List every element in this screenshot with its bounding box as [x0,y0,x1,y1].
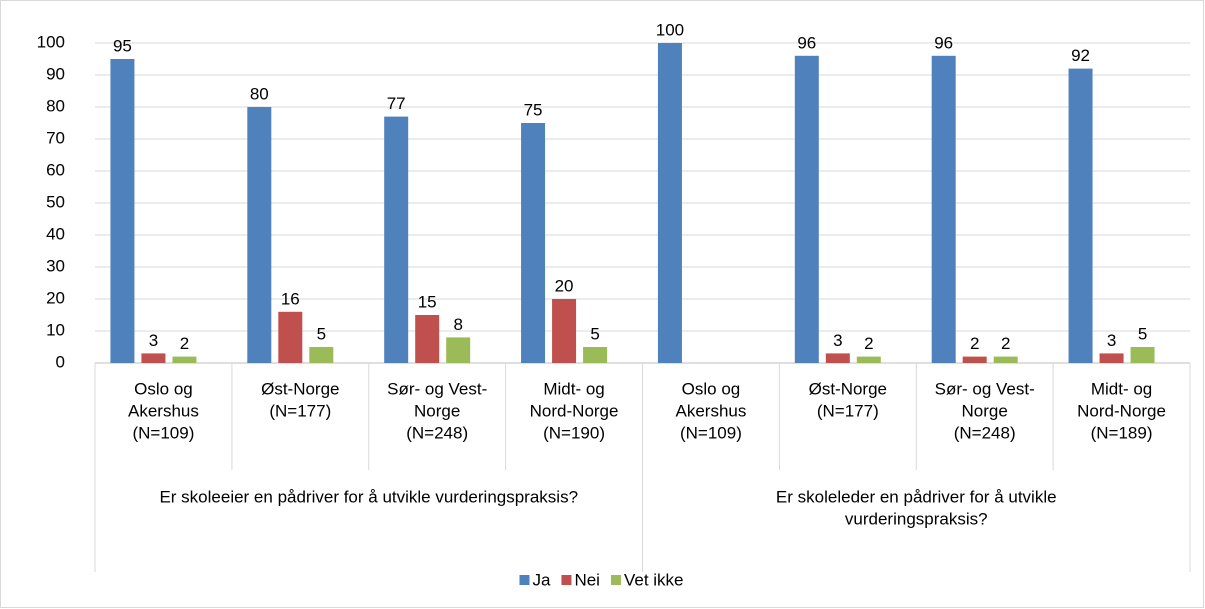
data-label: 3 [149,331,158,350]
bar [552,299,577,363]
group-label: Er skoleeier en pådriver for å utvikle v… [159,487,578,506]
bar [309,347,334,363]
bar [825,353,850,363]
data-label: 16 [281,289,300,308]
y-tick-label: 40 [46,224,65,243]
y-tick-label: 80 [46,96,65,115]
x-tick-label: Midt- og [543,379,604,398]
bar [278,311,303,363]
data-label: 5 [590,324,599,343]
x-tick-label: (N=177) [817,401,879,420]
legend-swatch [561,575,572,585]
y-tick-label: 100 [37,32,65,51]
x-tick-label: Øst-Norge [809,379,887,398]
data-label: 8 [453,315,462,334]
y-tick-label: 50 [46,192,65,211]
y-tick-label: 90 [46,64,65,83]
bar [856,356,881,363]
group-label: vurderingspraksis? [845,509,988,528]
bar [794,55,819,364]
data-label: 100 [656,20,684,39]
data-label: 3 [833,331,842,350]
data-label: 92 [1071,46,1090,65]
y-tick-label: 20 [46,288,65,307]
data-label: 77 [387,94,406,113]
bar [1130,347,1155,363]
x-tick-label: Norge [962,401,1008,420]
x-tick-label: (N=109) [680,423,742,442]
x-tick-label: (N=248) [954,423,1016,442]
legend-label: Nei [574,570,600,589]
bar [172,356,197,363]
bar [657,43,682,363]
x-tick-label: Akershus [128,401,199,420]
x-tick-label: Nord-Norge [530,401,619,420]
legend-label: Vet ikke [624,570,684,589]
group-label: Er skoleleder en pådriver for å utvikle [776,487,1057,506]
data-label: 2 [1001,334,1010,353]
y-tick-label: 30 [46,256,65,275]
data-label: 96 [934,33,953,52]
x-tick-label: (N=189) [1091,423,1153,442]
x-tick-label: Midt- og [1091,379,1152,398]
x-tick-label: (N=109) [132,423,194,442]
x-tick-label: Norge [414,401,460,420]
data-label: 15 [418,292,437,311]
bar [521,123,546,363]
bar [993,356,1018,363]
x-tick-label: (N=190) [543,423,605,442]
bar [931,55,956,364]
y-tick-label: 60 [46,160,65,179]
bar [384,116,409,363]
data-label: 95 [113,36,132,55]
x-tick-label: Oslo og [134,379,193,398]
y-tick-label: 0 [56,352,65,371]
x-tick-label: Oslo og [682,379,741,398]
y-tick-label: 70 [46,128,65,147]
data-label: 80 [250,84,269,103]
legend-swatch [519,575,530,585]
x-tick-label: (N=248) [406,423,468,442]
legend-label: Ja [532,570,551,589]
data-label: 75 [524,100,543,119]
bar [1068,68,1093,363]
bar [110,59,135,363]
data-label: 2 [970,334,979,353]
bar [1099,353,1124,363]
data-label: 2 [864,334,873,353]
x-tick-label: Sør- og Vest- [387,379,487,398]
x-tick-label: Akershus [676,401,747,420]
y-tick-label: 10 [46,320,65,339]
data-label: 2 [180,334,189,353]
data-label: 96 [797,33,816,52]
bar [415,315,440,363]
bar [962,356,987,363]
data-label: 5 [1138,324,1147,343]
data-label: 3 [1107,331,1116,350]
bar [247,107,272,363]
bar [141,353,166,363]
x-tick-label: (N=177) [269,401,331,420]
data-label: 5 [317,324,326,343]
x-tick-label: Nord-Norge [1077,401,1166,420]
x-tick-label: Øst-Norge [261,379,339,398]
legend-swatch [610,575,621,585]
x-tick-label: Sør- og Vest- [935,379,1035,398]
data-label: 20 [555,276,574,295]
bar [583,347,608,363]
bar [446,337,471,363]
